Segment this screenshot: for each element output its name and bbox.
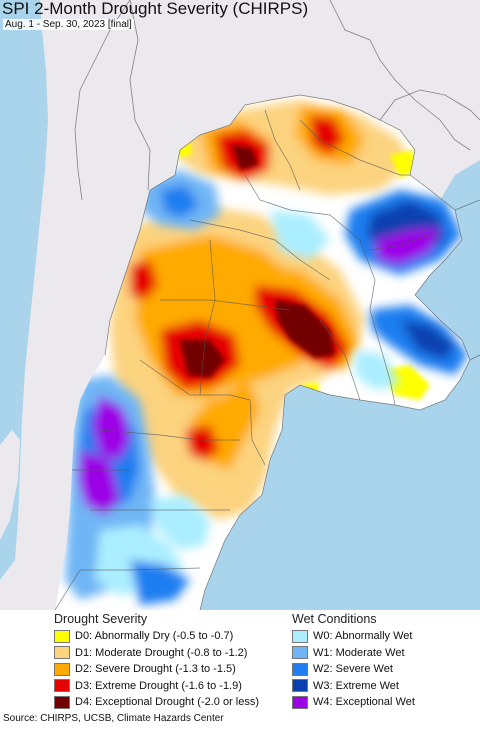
legend-label: W3: Extreme Wet bbox=[313, 679, 399, 692]
legend-label: W1: Moderate Wet bbox=[313, 646, 405, 659]
legend-item: D1: Moderate Drought (-0.8 to -1.2) bbox=[54, 645, 259, 662]
legend-label: W2: Severe Wet bbox=[313, 663, 393, 676]
legend-swatch bbox=[292, 679, 308, 693]
outside-land-north bbox=[0, 0, 480, 610]
legend-label: D0: Abnormally Dry (-0.5 to -0.7) bbox=[75, 630, 234, 643]
drought-map: SPI 2-Month Drought Severity (CHIRPS) Au… bbox=[0, 0, 480, 610]
legend-item: D2: Severe Drought (-1.3 to -1.5) bbox=[54, 661, 259, 678]
legend-drought-heading: Drought Severity bbox=[54, 612, 148, 626]
legend-swatch bbox=[292, 629, 308, 643]
legend-swatch bbox=[54, 695, 70, 709]
legend-item: D4: Exceptional Drought (-2.0 or less) bbox=[54, 694, 259, 711]
legend-item: W1: Moderate Wet bbox=[292, 645, 415, 662]
legend-item: W3: Extreme Wet bbox=[292, 678, 415, 695]
legend-item: W4: Exceptional Wet bbox=[292, 694, 415, 711]
legend-swatch bbox=[292, 662, 308, 676]
legend-swatch bbox=[292, 646, 308, 660]
legend-item: W2: Severe Wet bbox=[292, 661, 415, 678]
legend-swatch bbox=[54, 662, 70, 676]
legend-item: D3: Extreme Drought (-1.6 to -1.9) bbox=[54, 678, 259, 695]
legend-label: W4: Exceptional Wet bbox=[313, 696, 415, 709]
legend-label: D3: Extreme Drought (-1.6 to -1.9) bbox=[75, 679, 242, 692]
coastline-southwest bbox=[0, 430, 20, 540]
source-credit: Source: CHIRPS, UCSB, Climate Hazards Ce… bbox=[3, 713, 224, 724]
legend-label: D1: Moderate Drought (-0.8 to -1.2) bbox=[75, 646, 248, 659]
map-canvas bbox=[0, 0, 480, 610]
legend: Drought Severity D0: Abnormally Dry (-0.… bbox=[0, 610, 480, 710]
legend-label: D2: Severe Drought (-1.3 to -1.5) bbox=[75, 663, 236, 676]
legend-label: W0: Abnormally Wet bbox=[313, 630, 413, 643]
legend-wet-heading: Wet Conditions bbox=[292, 612, 377, 626]
outside-land-east bbox=[230, 370, 480, 610]
legend-wet: Wet Conditions W0: Abnormally Wet W1: Mo… bbox=[292, 610, 415, 711]
legend-item: W0: Abnormally Wet bbox=[292, 628, 415, 645]
map-subtitle: Aug. 1 - Sep. 30, 2023 [final] bbox=[3, 19, 134, 30]
borders bbox=[54, 94, 471, 610]
legend-swatch bbox=[54, 679, 70, 693]
study-region bbox=[55, 95, 470, 610]
map-title: SPI 2-Month Drought Severity (CHIRPS) bbox=[2, 0, 309, 18]
legend-swatch bbox=[54, 646, 70, 660]
legend-drought: Drought Severity D0: Abnormally Dry (-0.… bbox=[54, 610, 259, 711]
legend-item: D0: Abnormally Dry (-0.5 to -0.7) bbox=[54, 628, 259, 645]
legend-swatch bbox=[292, 695, 308, 709]
country-lines-outside bbox=[74, 0, 480, 361]
legend-label: D4: Exceptional Drought (-2.0 or less) bbox=[75, 696, 260, 709]
legend-swatch bbox=[54, 629, 70, 643]
